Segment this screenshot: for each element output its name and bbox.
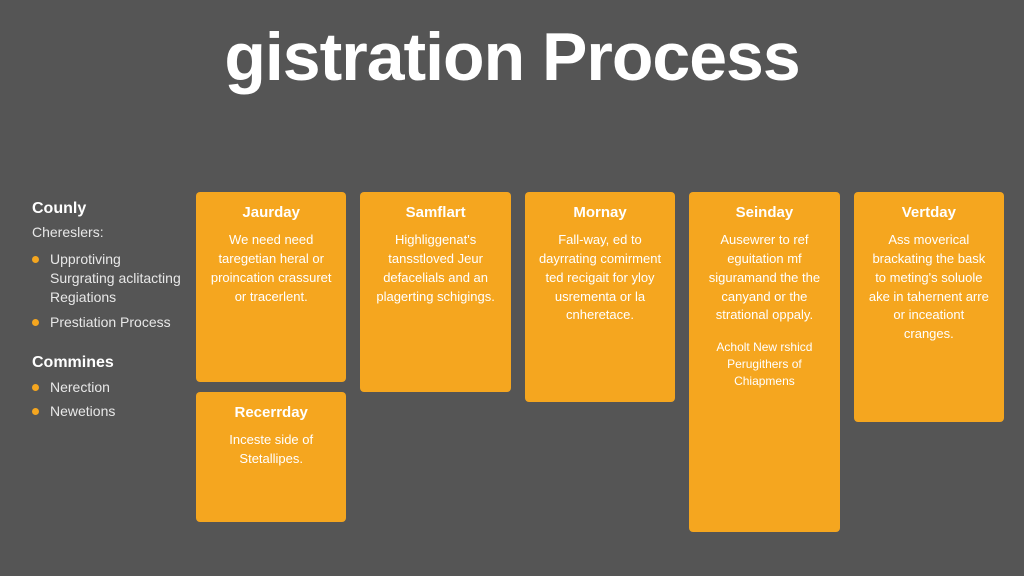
card-title: Mornay xyxy=(539,204,661,221)
card-body: Ausewrer to ref eguitation mf siguramand… xyxy=(703,231,825,325)
info-card: Seinday Ausewrer to ref eguitation mf sig… xyxy=(689,192,839,532)
info-card: Samflart Highliggenat's tansstloved Jeur … xyxy=(360,192,510,392)
card-title: Vertday xyxy=(868,204,990,221)
card-subtext: Acholt New rshicd Perugithers of Chiapme… xyxy=(703,339,825,389)
sidebar-item: Upprotiving Surgrating aclitacting Regia… xyxy=(32,250,184,307)
card-title: Seinday xyxy=(703,204,825,221)
sidebar-list-2: Nerection Newetions xyxy=(32,378,184,422)
sidebar-subheading-1: Chereslers: xyxy=(32,224,184,240)
sidebar: Counly Chereslers: Upprotiving Surgratin… xyxy=(32,200,184,443)
card-body: We need need taregetian heral or proinca… xyxy=(210,231,332,306)
info-card: Mornay Fall-way, ed to dayrrating comirme… xyxy=(525,192,675,402)
info-card: Vertday Ass moverical brackating the bask… xyxy=(854,192,1004,422)
card-column: Jaurday We need need taregetian heral or … xyxy=(196,192,346,522)
sidebar-list-1: Upprotiving Surgrating aclitacting Regia… xyxy=(32,250,184,332)
card-body: Ass moverical brackating the bask to met… xyxy=(868,231,990,344)
card-body: Highliggenat's tansstloved Jeur defaceli… xyxy=(374,231,496,306)
card-title: Jaurday xyxy=(210,204,332,221)
sidebar-item: Prestiation Process xyxy=(32,313,184,332)
info-card: Recerrday Inceste side of Stetallipes. xyxy=(196,392,346,522)
sidebar-item: Newetions xyxy=(32,402,184,421)
info-card: Jaurday We need need taregetian heral or … xyxy=(196,192,346,382)
cards-row: Jaurday We need need taregetian heral or … xyxy=(196,192,1004,532)
card-column: Vertday Ass moverical brackating the bask… xyxy=(854,192,1004,422)
sidebar-heading-2: Commines xyxy=(32,354,184,372)
card-body: Fall-way, ed to dayrrating comirment ted… xyxy=(539,231,661,325)
sidebar-item: Nerection xyxy=(32,378,184,397)
card-column: Mornay Fall-way, ed to dayrrating comirme… xyxy=(525,192,675,402)
card-title: Recerrday xyxy=(210,404,332,421)
sidebar-heading-1: Counly xyxy=(32,200,184,218)
card-body: Inceste side of Stetallipes. xyxy=(210,431,332,469)
page-title: gistration Process xyxy=(0,18,1024,96)
card-column: Samflart Highliggenat's tansstloved Jeur … xyxy=(360,192,510,392)
card-column: Seinday Ausewrer to ref eguitation mf sig… xyxy=(689,192,839,532)
card-title: Samflart xyxy=(374,204,496,221)
